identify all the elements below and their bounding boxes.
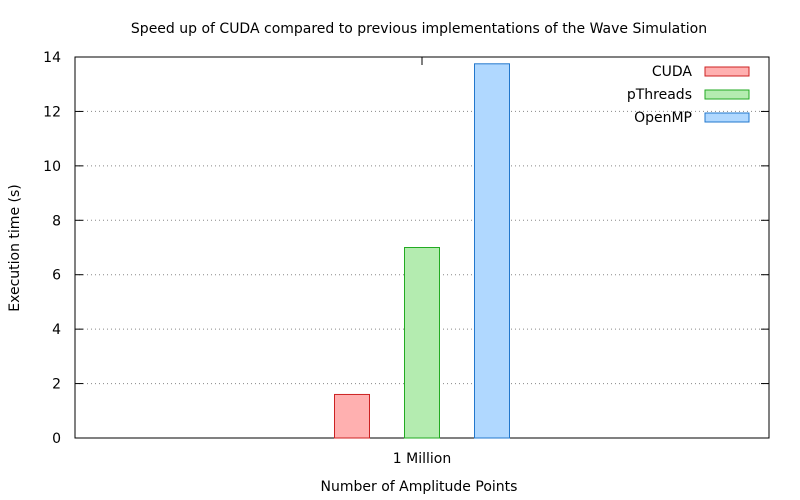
y-axis: 0 2 4 6 8 10 12 14 <box>43 50 769 447</box>
bar-openmp <box>474 63 510 439</box>
bars <box>334 63 510 439</box>
legend-swatch-openmp <box>704 112 750 123</box>
legend: CUDA pThreads OpenMP <box>627 64 750 126</box>
y-tick-label: 14 <box>43 50 61 66</box>
legend-swatch-pthreads <box>704 89 750 100</box>
bar-pthreads <box>404 247 440 439</box>
x-axis-label: Number of Amplitude Points <box>321 479 518 495</box>
legend-label-cuda: CUDA <box>652 64 693 80</box>
bar-cuda <box>334 393 370 439</box>
y-tick-label: 8 <box>52 213 61 229</box>
legend-swatch-cuda <box>704 66 750 77</box>
y-tick-label: 10 <box>43 159 61 175</box>
chart-title: Speed up of CUDA compared to previous im… <box>131 21 707 37</box>
y-tick-label: 2 <box>52 377 61 393</box>
y-tick-label: 0 <box>52 431 61 447</box>
y-tick-label: 12 <box>43 104 61 120</box>
legend-label-openmp: OpenMP <box>634 110 692 126</box>
y-tick-label: 4 <box>52 322 61 338</box>
y-axis-label: Execution time (s) <box>7 184 23 311</box>
y-tick-label: 6 <box>52 268 61 284</box>
x-tick-label: 1 Million <box>393 451 451 467</box>
legend-label-pthreads: pThreads <box>627 87 692 103</box>
